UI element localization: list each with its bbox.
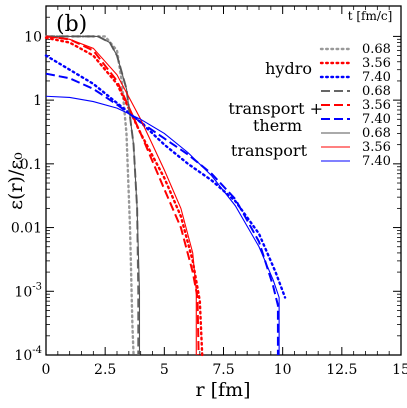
y-tick-label: 10: [24, 29, 42, 45]
y-tick-base: 0.01: [11, 221, 42, 237]
series-dashed-t3_56: [45, 35, 200, 356]
series-solid-t7_40: [45, 95, 280, 355]
series-solid-t0_68: [46, 35, 141, 355]
legend-group-hydro: hydro: [265, 59, 312, 78]
legend-time-label: 7.40: [362, 154, 391, 169]
x-tick-label: 7.5: [212, 362, 234, 378]
legend-time-label: 3.56: [362, 98, 391, 113]
y-tick-base: 10: [14, 284, 32, 300]
y-tick-base: 0.1: [20, 157, 42, 173]
legend-time-label: 7.40: [362, 70, 391, 85]
series-layer: [44, 35, 287, 357]
legend-group-transport-therm-line2: therm: [253, 116, 302, 135]
x-tick-label: 10: [274, 362, 292, 378]
series-dotted-t7_40: [44, 54, 287, 299]
x-tick-label: 0: [42, 362, 51, 378]
y-tick-label: 10-3: [14, 281, 42, 300]
y-tick-base: 10: [14, 348, 32, 364]
x-tick-label: 2.5: [94, 362, 116, 378]
y-tick-base: 1: [33, 93, 42, 109]
y-tick-label: 0.01: [11, 221, 42, 237]
legend-time-label: 0.68: [362, 126, 391, 141]
y-tick-exp: -4: [32, 345, 42, 356]
y-tick-exp: -3: [32, 281, 42, 292]
y-tick-label: 1: [33, 93, 42, 109]
series-dashed-t7_40: [45, 72, 279, 355]
panel-label: (b): [56, 12, 87, 37]
legend-time-label: 0.68: [362, 42, 391, 57]
legend-title: t [fm/c]: [348, 9, 393, 23]
legend-time-label: 7.40: [362, 112, 391, 127]
legend-time-label: 3.56: [362, 56, 391, 71]
y-tick-base: 10: [24, 29, 42, 45]
x-tick-label: 12.5: [326, 362, 357, 378]
series-dotted-t0_68: [44, 35, 135, 357]
legend-time-label: 3.56: [362, 140, 391, 155]
y-tick-label: 0.1: [20, 157, 42, 173]
legend-group-transport: transport: [231, 141, 308, 160]
legend-time-label: 0.68: [362, 84, 391, 99]
x-tick-label: 15: [392, 362, 407, 378]
legend-group-transport-therm-line1: transport +: [228, 99, 323, 118]
series-dotted-t3_56: [44, 36, 204, 357]
legend: t [fm/c]0.683.567.400.683.567.400.683.56…: [228, 9, 392, 169]
y-axis-title: ε(r)/ε₀: [5, 152, 27, 210]
x-axis-title: r [fm]: [196, 379, 251, 401]
y-tick-label: 10-4: [14, 345, 42, 364]
series-solid-t3_56: [45, 35, 197, 355]
x-tick-label: 5: [160, 362, 169, 378]
